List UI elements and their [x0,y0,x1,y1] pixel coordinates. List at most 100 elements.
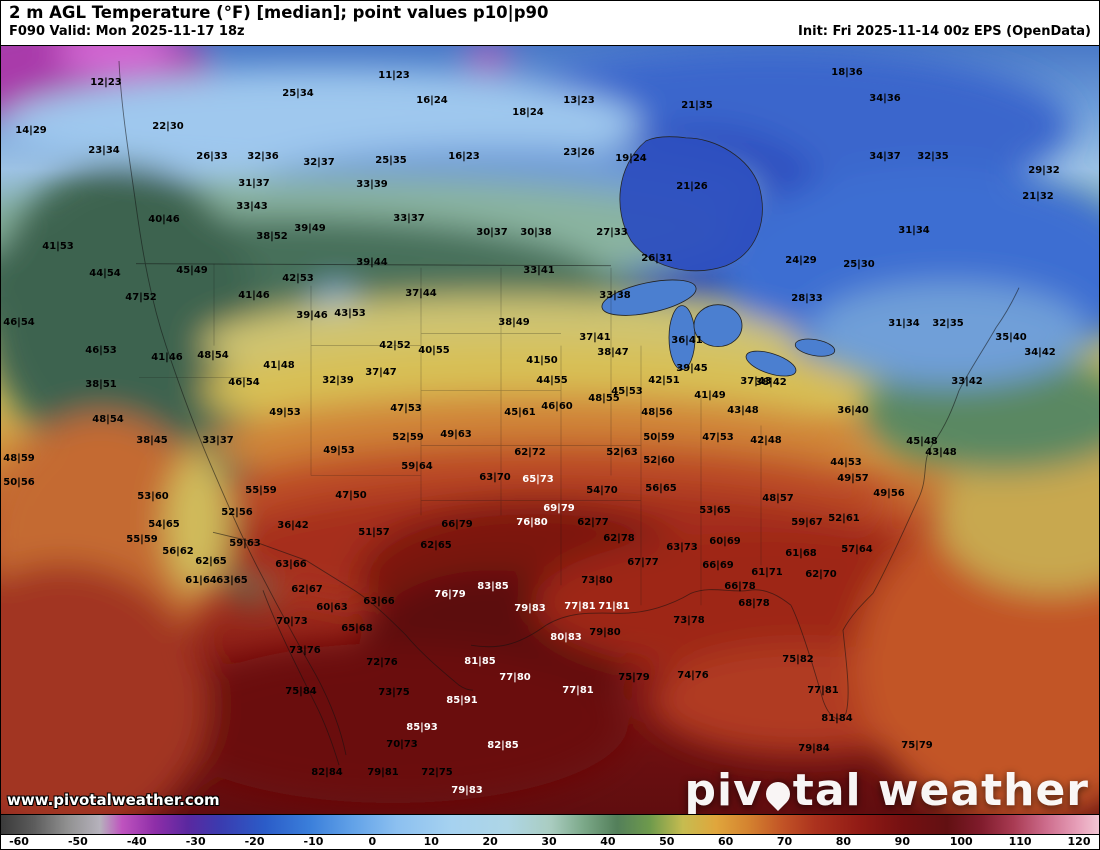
point-value: 47|50 [335,490,367,501]
point-value: 73|78 [673,615,705,626]
point-value: 27|33 [596,227,628,238]
point-value: 48|57 [762,493,794,504]
point-value: 41|48 [263,360,295,371]
point-value: 39|45 [676,363,708,374]
point-value: 46|60 [541,401,573,412]
point-value: 49|53 [269,407,301,418]
point-value: 66|78 [724,581,756,592]
point-labels: 12|23 25|34 11|23 16|24 13|23 18|24 21|35 18|36… [1,46,1099,815]
point-value: 75|79 [901,740,933,751]
point-value: 25|34 [282,88,314,99]
point-value: 77|81 [564,601,596,612]
init-time-label: Init: Fri 2025-11-14 00z EPS (OpenData) [798,24,1091,39]
point-value: 65|73 [522,474,554,485]
point-value: 77|81 [562,685,594,696]
point-value: 52|59 [392,432,424,443]
point-value: 38|42 [755,377,787,388]
colorbar-tick: 0 [368,835,377,848]
colorbar-tick: 50 [659,835,675,848]
point-value: 54|70 [586,485,618,496]
point-value: 43|48 [727,405,759,416]
point-value: 23|26 [563,147,595,158]
point-value: 41|46 [238,290,270,301]
point-value: 11|23 [378,70,410,81]
colorbar-tick: -50 [67,835,88,848]
point-value: 28|33 [791,293,823,304]
point-value: 60|63 [316,602,348,613]
point-value: 26|31 [641,253,673,264]
point-value: 38|47 [597,347,629,358]
site-watermark: www.pivotalweather.com [7,791,220,809]
point-value: 41|50 [526,355,558,366]
colorbar-tick: 20 [482,835,498,848]
point-value: 36|42 [277,520,309,531]
point-value: 16|24 [416,95,448,106]
point-value: 47|53 [390,403,422,414]
colorbar-tick: 90 [894,835,910,848]
point-value: 34|42 [1024,347,1056,358]
point-value: 37|41 [579,332,611,343]
valid-time-label: F090 Valid: Mon 2025-11-17 18z [9,24,245,39]
point-value: 67|77 [627,557,659,568]
point-value: 55|59 [126,534,158,545]
colorbar-tick: 120 [1067,835,1091,848]
point-value: 56|65 [645,483,677,494]
point-value: 21|26 [676,181,708,192]
point-value: 41|49 [694,390,726,401]
colorbar-tick: -60 [9,835,29,848]
colorbar-tick: -30 [185,835,206,848]
point-value: 73|76 [289,645,321,656]
point-value: 72|75 [421,767,453,778]
point-value: 59|64 [401,461,433,472]
hudson-bay [619,136,763,272]
point-value: 73|80 [581,575,613,586]
point-value: 53|65 [699,505,731,516]
point-value: 48|54 [92,414,124,425]
point-value: 42|52 [379,340,411,351]
point-value: 79|80 [589,627,621,638]
map-canvas[interactable]: 12|23 25|34 11|23 16|24 13|23 18|24 21|35 18|36… [1,45,1099,816]
header-subrow: F090 Valid: Mon 2025-11-17 18z Init: Fri… [9,23,1091,41]
point-value: 33|41 [523,265,555,276]
point-value: 22|30 [152,121,184,132]
point-value: 39|49 [294,223,326,234]
point-value: 45|53 [611,386,643,397]
point-value: 32|39 [322,375,354,386]
point-value: 77|80 [499,672,531,683]
point-value: 82|84 [311,767,343,778]
point-value: 85|93 [406,722,438,733]
point-value: 39|46 [296,310,328,321]
point-value: 16|23 [448,151,480,162]
point-value: 37|47 [365,367,397,378]
point-value: 29|32 [1028,165,1060,176]
point-value: 65|68 [341,623,373,634]
point-value: 82|85 [487,740,519,751]
point-value: 61|68 [785,548,817,559]
point-value: 44|54 [89,268,121,279]
point-value: 81|84 [821,713,853,724]
point-value: 83|85 [477,581,509,592]
point-value: 48|56 [641,407,673,418]
brand-text-post: tal weather [792,765,1089,816]
point-value: 33|38 [599,290,631,301]
point-value: 73|75 [378,687,410,698]
point-value: 43|53 [334,308,366,319]
point-value: 38|52 [256,231,288,242]
colorbar-tick: 100 [949,835,973,848]
point-value: 46|54 [228,377,260,388]
point-value: 72|76 [366,657,398,668]
point-value: 25|35 [375,155,407,166]
point-value: 66|79 [441,519,473,530]
colorbar-tick: -40 [126,835,147,848]
point-value: 21|35 [681,100,713,111]
point-value: 45|49 [176,265,208,276]
point-value: 70|73 [276,616,308,627]
point-value: 26|33 [196,151,228,162]
point-value: 62|77 [577,517,609,528]
point-value: 32|36 [247,151,279,162]
point-value: 21|32 [1022,191,1054,202]
point-value: 32|35 [932,318,964,329]
point-value: 55|59 [245,485,277,496]
point-value: 49|57 [837,473,869,484]
